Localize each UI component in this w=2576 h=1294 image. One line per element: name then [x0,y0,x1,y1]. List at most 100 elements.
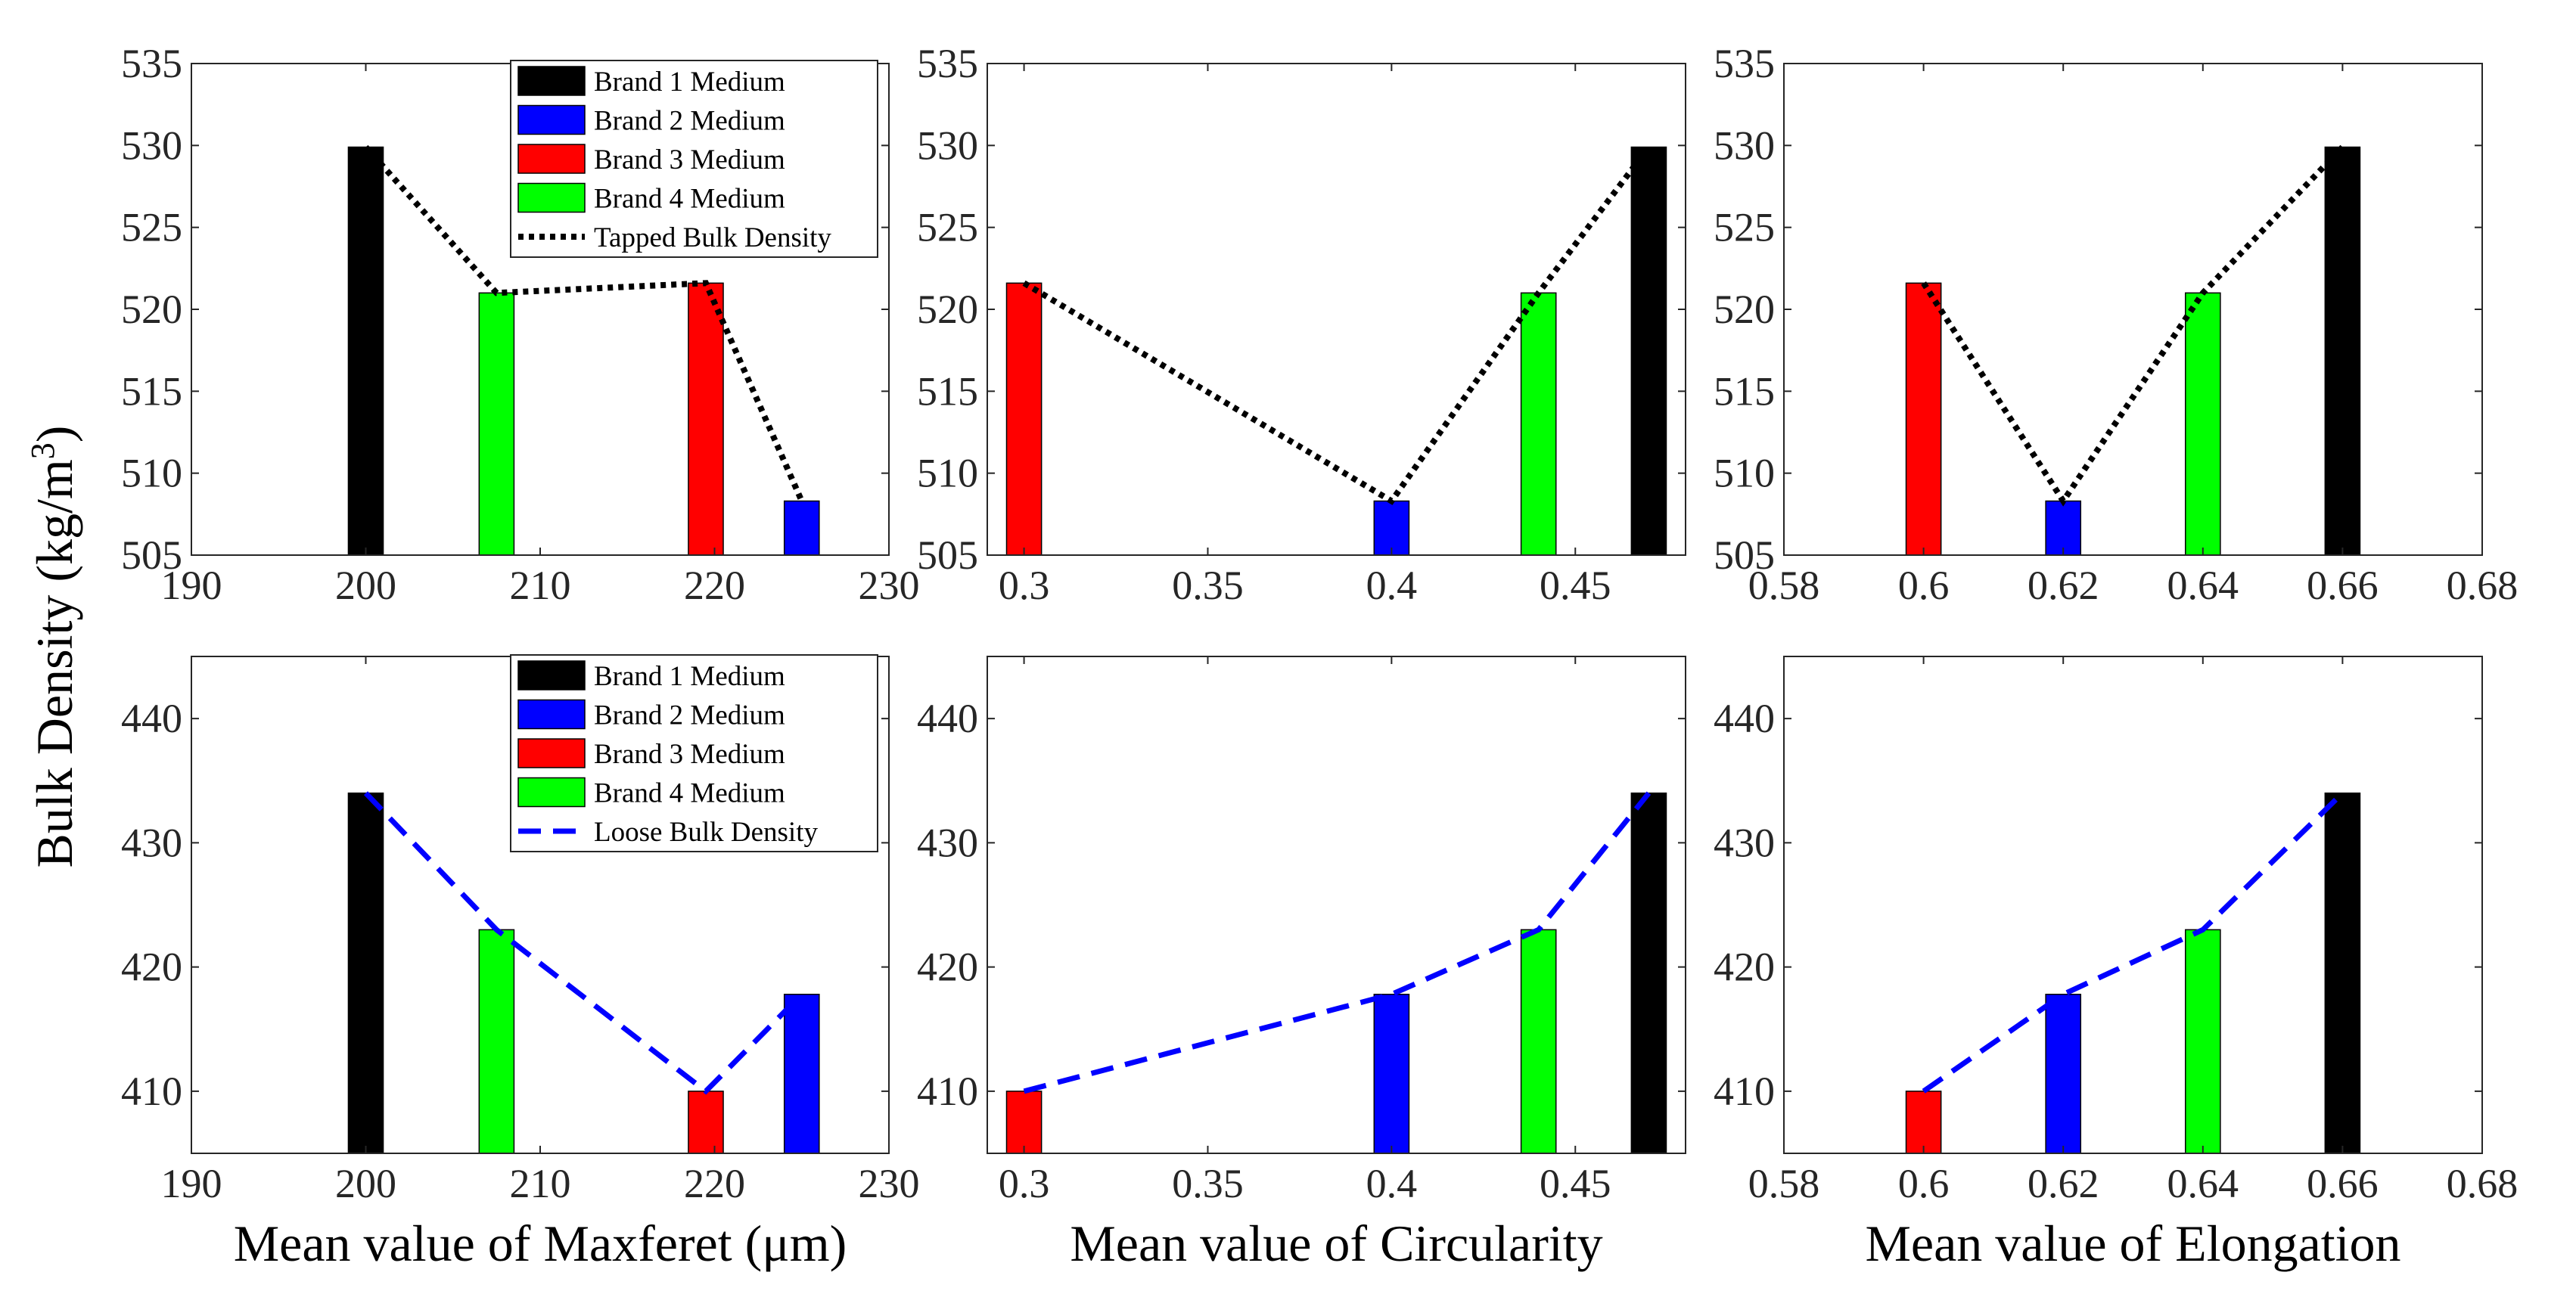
legend-swatch [517,660,586,690]
x-tick-label: 0.4 [1366,563,1418,608]
legend-swatch [517,144,586,174]
y-tick-label: 410 [1714,1069,1775,1114]
y-tick-label: 535 [121,41,182,86]
bar-brand-2-medium [783,500,820,556]
legend-label: Brand 4 Medium [594,184,785,215]
x-tick-label: 210 [510,563,571,608]
axes-frame [987,656,1686,1154]
x-tick-label: 0.4 [1366,1161,1418,1206]
legend-label: Tapped Bulk Density [594,222,831,253]
x-tick-label: 200 [335,1161,396,1206]
plot-area [987,656,1686,1153]
bar-brand-3-medium [688,282,724,556]
legend-label: Brand 1 Medium [594,67,785,98]
y-tick-label: 430 [1714,820,1775,865]
legend-swatch [517,182,586,213]
bar-brand-3-medium [1905,282,1942,556]
y-tick-label: 505 [1714,532,1775,578]
tapped-density-line [1022,145,1652,505]
y-tick-label: 430 [917,820,978,865]
y-tick-label: 520 [121,287,182,332]
legend-swatch [517,104,586,135]
x-tick-label: 0.3 [999,1161,1050,1206]
bar-brand-4-medium [478,929,515,1154]
x-tick-label: 0.66 [2307,563,2379,608]
y-tick-label: 525 [917,205,978,250]
bar-brand-2-medium [783,994,820,1154]
plot-area [1784,64,2482,555]
legend-swatch [517,777,586,808]
y-tick-label: 410 [121,1069,182,1114]
x-tick-label: 0.62 [2028,1161,2099,1206]
x-axis-title: Mean value of Elongation [1865,1215,2400,1272]
y-axis-title: Bulk Density (kg/m3) [24,426,83,868]
chart-loose-maxferet: 190 200 210 220 230 410 420 430 440 Mean value of… [121,654,920,1272]
tapped-density-line [363,144,805,503]
x-tick-label: 0.68 [2447,563,2519,608]
y-tick-label: 510 [917,451,978,496]
x-tick-label: 0.45 [1540,1161,1611,1206]
x-tick-label: 0.68 [2447,1161,2519,1206]
x-tick-label: 0.64 [2167,563,2239,608]
bar-brand-4-medium [1520,292,1557,556]
plot-area [1784,656,2482,1153]
x-tick-label: 220 [684,1161,745,1206]
bar-brand-1-medium [2324,792,2361,1154]
y-tick-label: 530 [1714,123,1775,168]
y-tick-label: 520 [1714,287,1775,332]
legend-swatch [517,66,586,96]
legend-label: Brand 4 Medium [594,778,785,809]
bar-brand-3-medium [1905,1091,1942,1154]
y-tick-label: 510 [1714,451,1775,496]
legend-label: Brand 2 Medium [594,700,785,731]
y-tick-label: 510 [121,451,182,496]
y-axis-title-close: ) [26,426,83,443]
bar-brand-1-medium [1630,146,1667,556]
x-tick-label: 230 [859,1161,920,1206]
bar-brand-1-medium [2324,146,2361,556]
legend-label: Loose Bulk Density [594,817,818,848]
chart-tapped-maxferet: 190 200 210 220 230 505 510 515 520 525 530 535 Bran… [121,41,920,608]
legend: Brand 1 Medium Brand 2 Medium Brand 3 Medi… [510,60,878,258]
y-tick-label: 440 [121,696,182,741]
legend-label: Brand 2 Medium [594,106,785,137]
y-tick-label: 525 [1714,205,1775,250]
x-tick-label: 0.58 [1748,1161,1820,1206]
x-tick-label: 0.35 [1172,1161,1244,1206]
y-tick-label: 420 [917,945,978,990]
y-tick-label: 505 [917,532,978,578]
y-tick-label: 515 [1714,368,1775,414]
legend-label: Brand 3 Medium [594,739,785,770]
x-tick-label: 0.62 [2028,563,2099,608]
loose-density-line [1023,791,1652,1094]
y-tick-label: 420 [121,945,182,990]
x-tick-label: 190 [161,563,222,608]
chart-tapped-circularity: 0.3 0.35 0.4 0.45 505 510 515 520 525 530 535 [917,41,1686,608]
bar-brand-4-medium [2184,929,2221,1154]
bar-brand-3-medium [1005,282,1043,556]
legend: Brand 1 Medium Brand 2 Medium Brand 3 Medi… [510,654,878,852]
y-tick-label: 505 [121,532,182,578]
y-tick-label: 420 [1714,945,1775,990]
loose-density-line [363,791,804,1095]
bar-brand-2-medium [2045,500,2082,556]
bar-brand-1-medium [347,146,384,556]
y-tick-label: 525 [121,205,182,250]
x-tick-label: 0.3 [999,563,1050,608]
y-tick-label: 410 [917,1069,978,1114]
x-axis-title: Mean value of Maxferet (μm) [234,1215,847,1272]
legend-label: Brand 3 Medium [594,144,785,175]
y-axis-title-superscript: 3 [24,442,61,459]
x-tick-label: 0.64 [2167,1161,2239,1206]
y-tick-label: 430 [121,820,182,865]
bar-brand-4-medium [478,292,515,556]
legend-swatch [517,738,586,768]
y-axis-title-main: Bulk Density (kg/m [26,459,83,867]
x-tick-label: 230 [859,563,920,608]
bar-brand-3-medium [688,1091,724,1154]
legend-label: Brand 1 Medium [594,661,785,692]
bar-brand-2-medium [1373,500,1410,556]
x-tick-label: 210 [510,1161,571,1206]
bar-brand-2-medium [2045,994,2082,1154]
